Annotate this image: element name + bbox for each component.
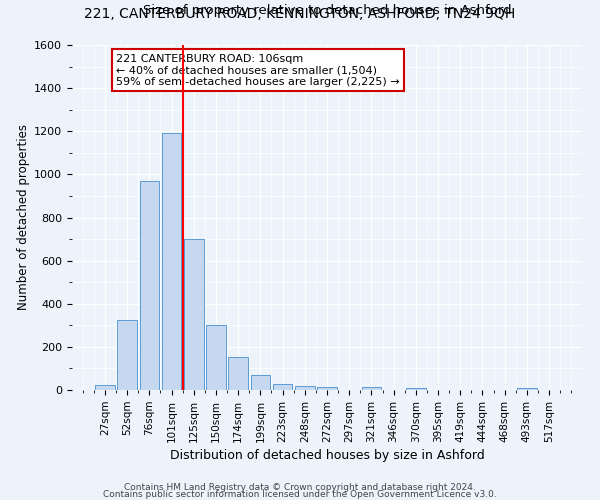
Bar	[162, 134, 181, 390]
Title: Size of property relative to detached houses in Ashford: Size of property relative to detached ho…	[143, 4, 511, 18]
Text: Contains HM Land Registry data © Crown copyright and database right 2024.: Contains HM Land Registry data © Crown c…	[124, 484, 476, 492]
X-axis label: Distribution of detached houses by size in Ashford: Distribution of detached houses by size …	[170, 449, 484, 462]
Bar	[140, 181, 159, 390]
Text: 221 CANTERBURY ROAD: 106sqm
← 40% of detached houses are smaller (1,504)
59% of : 221 CANTERBURY ROAD: 106sqm ← 40% of det…	[116, 54, 400, 87]
Bar	[251, 375, 270, 390]
Bar	[362, 387, 381, 390]
Bar	[229, 356, 248, 390]
Bar	[517, 388, 536, 390]
Text: 221, CANTERBURY ROAD, KENNINGTON, ASHFORD, TN24 9QH: 221, CANTERBURY ROAD, KENNINGTON, ASHFOR…	[85, 8, 515, 22]
Bar	[206, 326, 226, 390]
Bar	[273, 384, 292, 390]
Y-axis label: Number of detached properties: Number of detached properties	[17, 124, 30, 310]
Bar	[118, 320, 137, 390]
Bar	[184, 239, 203, 390]
Bar	[317, 387, 337, 390]
Bar	[295, 386, 314, 390]
Bar	[406, 388, 425, 390]
Bar	[95, 384, 115, 390]
Text: Contains public sector information licensed under the Open Government Licence v3: Contains public sector information licen…	[103, 490, 497, 499]
